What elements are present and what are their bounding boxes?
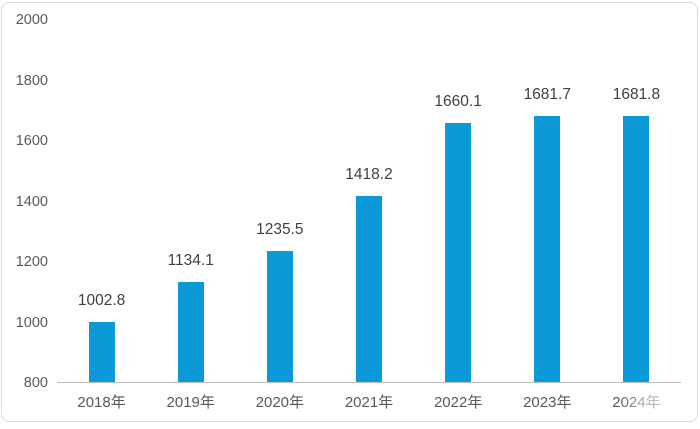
chart-border-frame: [1, 2, 698, 422]
bar-value-label: 1681.8: [612, 86, 661, 104]
bar-value-label: 1660.1: [434, 92, 482, 110]
x-axis-line: [57, 382, 681, 383]
bar-2022年: [445, 122, 472, 382]
x-axis-category-label: 2018年: [77, 394, 126, 411]
bar-value-label: 1235.5: [256, 221, 304, 239]
y-axis-tick-label: 1000: [15, 314, 48, 331]
bar-2023年: [534, 116, 561, 382]
bar-value-label: 1134.1: [167, 251, 214, 269]
y-axis-tick-label: 1200: [15, 254, 48, 270]
x-axis-category-label: 2020年: [255, 394, 305, 411]
y-axis-tick-label: 800: [23, 375, 48, 391]
x-axis-category-label: 2024年: [612, 394, 661, 411]
y-axis-tick-label: 1800: [15, 72, 48, 89]
x-axis-category-label: 2023年: [523, 394, 572, 411]
bar-value-label: 1002.8: [77, 291, 126, 309]
bar-2018年: [88, 321, 115, 382]
x-axis-category-label: 2021年: [344, 394, 394, 411]
y-axis-tick-label: 2000: [15, 12, 48, 28]
x-axis-category-label: 2019年: [166, 394, 215, 411]
bar-2019年: [177, 281, 204, 382]
bar-2020年: [266, 251, 293, 382]
x-axis-category-label: 2022年: [433, 394, 483, 411]
bar-2024年: [623, 116, 650, 382]
bar-value-label: 1681.7: [523, 86, 571, 104]
bar-2021年: [356, 195, 382, 382]
y-axis-tick-label: 1600: [15, 133, 48, 149]
y-axis-tick-label: 1400: [15, 193, 48, 210]
bar-value-label: 1418.2: [345, 165, 393, 183]
